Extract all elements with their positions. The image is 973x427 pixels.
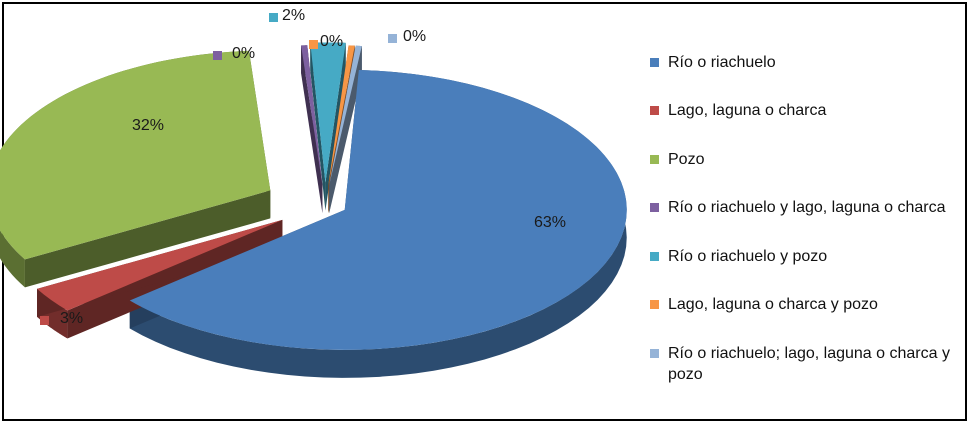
pie-tops [0, 42, 627, 350]
slice-face-4-0 [310, 42, 326, 211]
slice-face-2-0 [24, 190, 271, 288]
legend-label: Lago, laguna o charca [668, 102, 827, 119]
label-swatch-5 [309, 40, 318, 49]
legend-item: Río o riachuelo y lago, laguna o charca [650, 197, 946, 218]
data-label-2: 32% [132, 117, 164, 134]
slice-4 [310, 42, 346, 183]
label-swatch-3 [213, 51, 222, 60]
slice-3 [301, 45, 323, 186]
label-swatch-6 [388, 34, 397, 43]
legend-swatch [650, 349, 659, 358]
data-label-0: 63% [534, 214, 566, 231]
slice-2 [0, 50, 271, 260]
slice-face-4-1 [325, 42, 346, 211]
label-swatch-1 [40, 316, 49, 325]
legend-label: Pozo [668, 151, 705, 168]
legend-swatch [650, 252, 659, 261]
legend-label: Lago, laguna o charca y pozo [668, 296, 878, 313]
legend-label: Río o riachuelo y pozo [668, 248, 828, 265]
legend-swatch [650, 155, 659, 164]
legend-swatch [650, 203, 659, 212]
legend-item: Río o riachuelo; lago, laguna o charca y… [650, 343, 950, 385]
legend-swatch [650, 300, 659, 309]
data-label-6: 0% [403, 28, 426, 45]
slice-face-6-1 [329, 46, 362, 214]
legend-label: Río o riachuelo; lago, laguna o charca y… [668, 345, 950, 383]
slice-1 [37, 219, 283, 311]
slice-side-0 [129, 70, 627, 378]
legend-item: Lago, laguna o charca [650, 100, 826, 121]
legend-swatch [650, 106, 659, 115]
data-label-5: 0% [320, 33, 343, 50]
data-label-3: 0% [232, 45, 255, 62]
data-label-1: 3% [60, 310, 83, 327]
slice-5 [328, 45, 355, 186]
slice-face-3-0 [301, 45, 323, 214]
label-swatch-4 [269, 13, 278, 22]
slice-6 [329, 45, 362, 186]
legend-item: Pozo [650, 149, 704, 170]
legend-item: Río o riachuelo y pozo [650, 246, 827, 267]
legend-label: Río o riachuelo y lago, laguna o charca [668, 199, 946, 216]
slice-0 [129, 70, 627, 350]
legend-item: Río o riachuelo [650, 52, 776, 73]
data-label-4: 2% [282, 7, 305, 24]
legend-swatch [650, 58, 659, 67]
legend-label: Río o riachuelo [668, 54, 776, 71]
legend-item: Lago, laguna o charca y pozo [650, 294, 878, 315]
